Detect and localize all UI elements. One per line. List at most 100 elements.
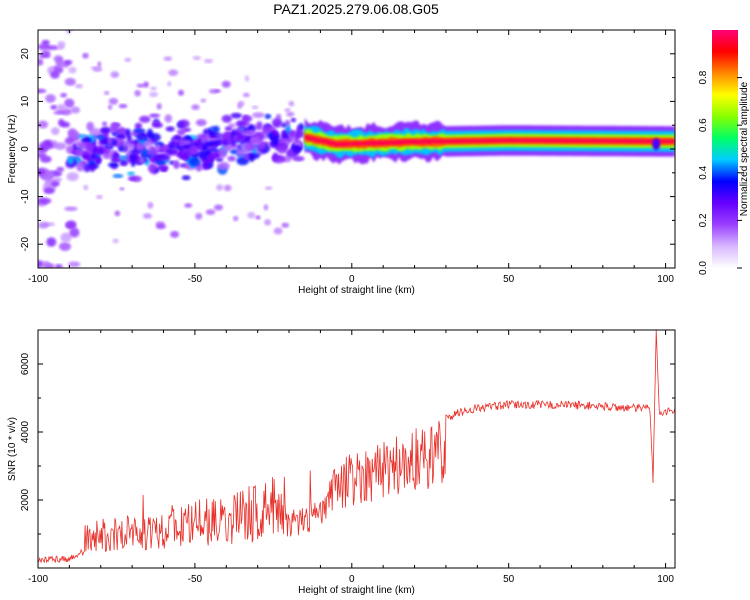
spectrogram-cell [89,164,96,172]
spectrogram-cell [38,120,49,129]
snr-xlabel: Height of straight line (km) [298,585,415,596]
spectrogram-cell [56,166,65,172]
snr-ytick-label: 2000 [20,488,31,511]
spectrogram-cell [178,89,184,96]
spectrogram-cell [224,126,233,132]
spectrogram-cell [256,121,263,131]
snr-frame [37,329,676,569]
spectrogram-cell [45,94,56,103]
spectrogram-cell [237,102,243,110]
spectrogram-cell [191,104,200,111]
spectrogram-cell [67,156,74,165]
snr-ytick-label: 4000 [20,420,31,443]
spectrogram-cell [244,75,250,82]
spectrogram-cell [164,114,173,123]
spectrogram-cell [223,184,232,192]
spectrogram-cell [195,119,207,127]
spectrogram-xtick-label: -100 [28,274,48,285]
spectrogram-cell [151,146,157,156]
spectrogram-cell [230,112,242,119]
snr-axes: -100 -50 0 50 100 2000 4000 6000 [20,329,675,585]
spectrogram-cell [114,210,121,217]
colorbar-gradient [712,30,738,268]
spectrogram-cell [222,132,233,137]
spectrogram-cell [151,122,163,128]
spectrogram-cell [281,122,287,128]
spectrogram-cell [139,115,151,123]
spectrogram-cell [70,106,81,114]
spectrogram-cell [97,61,102,68]
snr-xtick-label: 0 [349,574,355,585]
spectrogram-cell [142,213,152,219]
spectrogram-cell [38,88,47,94]
snr-xtick-label: -100 [28,574,48,585]
spectrogram-cell [200,136,207,144]
spectrogram-cell [110,71,120,78]
spectrogram-cell [168,141,177,147]
spectrogram-cell [174,134,181,140]
spectrogram-cell [69,227,80,238]
spectrogram-cell [192,56,201,60]
colorbar-tick-label: 0.0 [698,261,709,275]
spectrogram-cell [40,171,54,181]
spectrogram-cell [73,148,83,156]
spectrogram-cell [134,122,143,130]
spectrogram-cell [104,146,110,155]
spectrogram-cell [132,128,146,134]
spectrogram-cell [249,153,255,163]
spectrogram-cell [50,181,60,187]
colorbar: 0.0 0.2 0.4 0.6 0.8 Normalized spectral ampl… [698,30,750,275]
spectrogram-cell [126,143,135,149]
snr-xtick-label: 100 [657,574,674,585]
spectrogram-cell [264,186,273,190]
spectrogram-cell [200,98,207,103]
spectrogram-cell [184,203,193,208]
spectrogram-cell [50,105,58,110]
spectrogram-cell [38,168,46,175]
spectrogram-cell [38,53,51,59]
spectrogram-cell [168,149,178,155]
spectrogram-cell [296,126,302,134]
spectrogram-cell [195,212,203,220]
snr-ytick-label: 6000 [20,352,31,375]
spectrogram-cell [41,39,50,46]
spectrogram-band [304,135,675,147]
spectrogram-cell [108,104,113,110]
snr-series-line [38,330,675,564]
spectrogram-cell [150,86,157,91]
spectrogram-cell [233,215,239,222]
spectrogram-cell [102,121,108,127]
spectrogram-cell [122,145,128,153]
spectrogram-cell [178,138,185,147]
spectrogram-cell [242,92,250,98]
spectrogram-cell [201,162,210,170]
spectrogram-cell [75,84,83,89]
spectrogram-cell [108,97,119,105]
spectrogram-cell [43,187,55,194]
spectrogram-cell [272,155,286,164]
spectrogram-cell [147,201,154,209]
spectrogram-cell [203,58,214,64]
spectrogram-cell [86,143,95,152]
spectrogram-cell [107,162,119,168]
spectrogram-cell [227,155,236,162]
spectrogram-ytick-label: -20 [20,237,31,252]
spectrogram-cell [261,126,272,134]
spectrogram-cell [118,103,128,109]
spectrogram-cell [294,130,304,139]
spectrogram-cell [156,103,162,110]
spectrogram-cell [290,117,297,123]
spectrogram-cell [157,164,169,171]
spectrogram-cell [208,140,221,146]
spectrogram-cell [86,121,95,132]
spectrogram-cell [180,153,191,161]
spectrogram-cell [125,128,131,138]
spectrogram-xtick-label: 50 [503,274,515,285]
spectrogram-cell [216,184,224,191]
spectrogram-cell [93,147,105,155]
spectrogram-cell [134,90,141,97]
spectrogram-cell [143,81,149,88]
spectrogram-cell [112,174,124,178]
